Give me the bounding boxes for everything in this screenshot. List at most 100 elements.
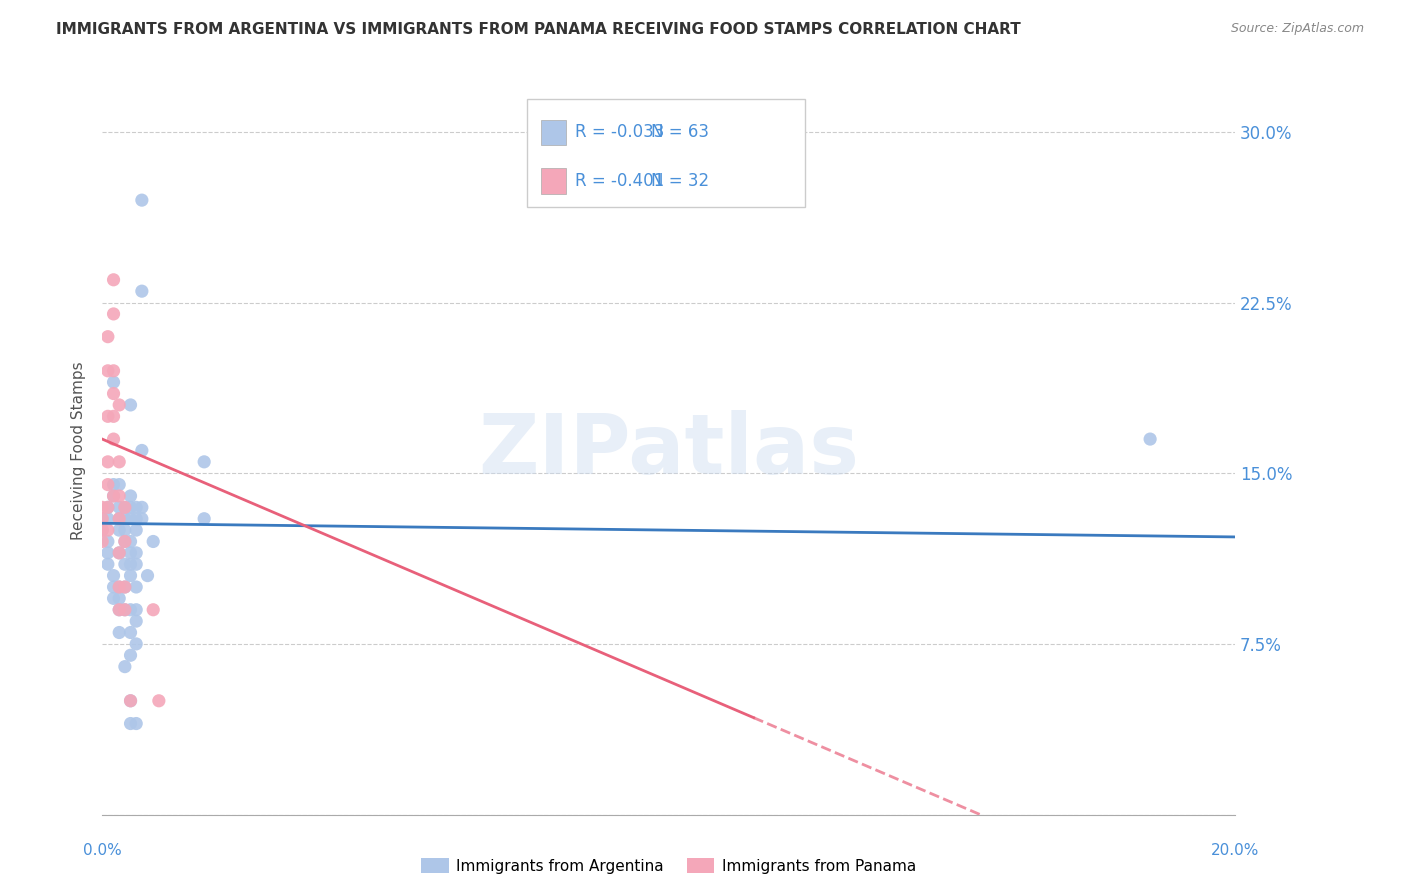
Point	[125, 546, 148, 560]
Point	[108, 546, 131, 560]
Y-axis label: Receiving Food Stamps: Receiving Food Stamps	[72, 361, 86, 540]
Point	[114, 580, 136, 594]
Point	[97, 409, 120, 424]
Point	[108, 512, 131, 526]
Text: 20.0%: 20.0%	[1211, 843, 1260, 858]
Point	[125, 523, 148, 537]
Point	[125, 512, 148, 526]
Point	[108, 477, 131, 491]
Point	[131, 443, 153, 458]
Point	[108, 546, 131, 560]
Point	[114, 603, 136, 617]
Point	[97, 534, 120, 549]
Legend: Immigrants from Argentina, Immigrants from Panama: Immigrants from Argentina, Immigrants fr…	[415, 852, 922, 880]
Point	[114, 558, 136, 572]
Text: IMMIGRANTS FROM ARGENTINA VS IMMIGRANTS FROM PANAMA RECEIVING FOOD STAMPS CORREL: IMMIGRANTS FROM ARGENTINA VS IMMIGRANTS …	[56, 22, 1021, 37]
Point	[120, 568, 142, 582]
Point	[114, 500, 136, 515]
Point	[114, 534, 136, 549]
Point	[125, 580, 148, 594]
Point	[103, 409, 125, 424]
Point	[131, 284, 153, 298]
Point	[125, 716, 148, 731]
Point	[97, 455, 120, 469]
Point	[114, 580, 136, 594]
Point	[91, 523, 114, 537]
Point	[120, 716, 142, 731]
Point	[120, 694, 142, 708]
Point	[142, 534, 165, 549]
Point	[120, 625, 142, 640]
Point	[97, 477, 120, 491]
Point	[103, 489, 125, 503]
Point	[114, 512, 136, 526]
Point	[1139, 432, 1161, 446]
Point	[131, 193, 153, 207]
Point	[114, 523, 136, 537]
Point	[108, 523, 131, 537]
Point	[142, 603, 165, 617]
Point	[108, 512, 131, 526]
Point	[114, 603, 136, 617]
Point	[120, 546, 142, 560]
Point	[120, 694, 142, 708]
Point	[108, 500, 131, 515]
Text: R = -0.033: R = -0.033	[575, 123, 664, 141]
Point	[125, 637, 148, 651]
Point	[103, 568, 125, 582]
Point	[108, 398, 131, 412]
Point	[97, 329, 120, 343]
Point	[91, 523, 114, 537]
Text: 0.0%: 0.0%	[83, 843, 121, 858]
Point	[148, 694, 170, 708]
Point	[125, 558, 148, 572]
Point	[108, 603, 131, 617]
Text: N = 32: N = 32	[651, 172, 709, 190]
Point	[103, 591, 125, 606]
Point	[97, 512, 120, 526]
Point	[91, 500, 114, 515]
Point	[97, 546, 120, 560]
Point	[103, 307, 125, 321]
Point	[97, 500, 120, 515]
Point	[114, 534, 136, 549]
Point	[103, 375, 125, 389]
Point	[103, 273, 125, 287]
Point	[91, 512, 114, 526]
Point	[120, 489, 142, 503]
Point	[97, 558, 120, 572]
Point	[108, 455, 131, 469]
Point	[120, 512, 142, 526]
Point	[108, 489, 131, 503]
Point	[120, 534, 142, 549]
Point	[131, 500, 153, 515]
Point	[108, 591, 131, 606]
Point	[136, 568, 159, 582]
Point	[120, 398, 142, 412]
Point	[125, 603, 148, 617]
Text: ZIPatlas: ZIPatlas	[478, 410, 859, 491]
Point	[120, 603, 142, 617]
Point	[103, 489, 125, 503]
Point	[97, 500, 120, 515]
Point	[120, 558, 142, 572]
Point	[114, 500, 136, 515]
Point	[120, 500, 142, 515]
Point	[125, 500, 148, 515]
Point	[91, 512, 114, 526]
Point	[108, 580, 131, 594]
Point	[120, 648, 142, 663]
Point	[103, 477, 125, 491]
Point	[103, 364, 125, 378]
Point	[108, 625, 131, 640]
Point	[103, 580, 125, 594]
Point	[131, 512, 153, 526]
Point	[103, 386, 125, 401]
Text: R = -0.401: R = -0.401	[575, 172, 664, 190]
Point	[97, 364, 120, 378]
Point	[193, 455, 215, 469]
Point	[103, 432, 125, 446]
Point	[125, 614, 148, 628]
Point	[108, 580, 131, 594]
Text: Source: ZipAtlas.com: Source: ZipAtlas.com	[1230, 22, 1364, 36]
